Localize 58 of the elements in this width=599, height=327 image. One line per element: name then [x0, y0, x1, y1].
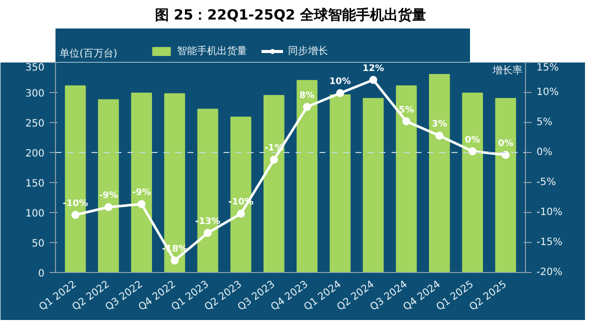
point — [71, 210, 80, 219]
bar — [164, 93, 186, 272]
bar — [264, 95, 284, 272]
point — [468, 147, 477, 156]
bar — [495, 98, 516, 272]
point — [270, 156, 278, 164]
data-label: 3% — [432, 120, 448, 130]
bar — [296, 80, 318, 272]
point — [369, 76, 378, 84]
bar — [131, 92, 152, 272]
y-tick-label: 150 — [25, 178, 45, 190]
bar — [429, 74, 450, 272]
bar — [330, 94, 351, 272]
point — [204, 228, 212, 237]
y-tick-label: 50 — [32, 238, 45, 250]
bar — [396, 85, 417, 272]
y-tick-label: 100 — [25, 208, 45, 220]
y-axis-title: 单位(百万台) — [60, 48, 118, 60]
point — [138, 200, 146, 208]
data-label: -9% — [132, 188, 152, 198]
y2-tick-label: -10% — [536, 207, 562, 218]
data-label: 10% — [329, 77, 351, 88]
y2-tick-label: 0% — [536, 147, 552, 158]
y2-tick-label: 15% — [536, 62, 559, 74]
point — [402, 117, 410, 126]
y-tick-label: 250 — [25, 118, 45, 130]
legend-label: 同步增长 — [288, 44, 328, 58]
y-tick-label: 300 — [25, 88, 45, 100]
bar — [462, 92, 483, 272]
data-label: 0% — [498, 138, 514, 149]
data-label: 12% — [362, 64, 384, 74]
y2-tick-label: -15% — [536, 237, 562, 248]
y2-tick-label: 10% — [536, 87, 559, 98]
legend-label: 智能手机出货量 — [177, 44, 247, 58]
point — [502, 150, 510, 159]
data-label: 5% — [398, 105, 414, 116]
y-tick-label: 0 — [38, 268, 45, 280]
y2-tick-label: -5% — [536, 177, 556, 188]
y-tick-label: 200 — [25, 148, 45, 160]
y2-tick-label: -20% — [536, 267, 562, 278]
point — [303, 102, 312, 111]
bar — [98, 99, 119, 272]
bar — [230, 116, 252, 272]
point — [236, 210, 245, 218]
bar — [197, 108, 218, 272]
chart-title: 图 25：22Q1-25Q2 全球智能手机出货量 — [154, 6, 426, 24]
data-label: -9% — [98, 191, 118, 202]
point — [170, 256, 179, 264]
y2-tick-label: 5% — [536, 117, 552, 128]
bar — [362, 98, 384, 272]
point — [104, 203, 112, 212]
data-label: 8% — [299, 90, 315, 101]
bar — [64, 85, 86, 272]
point — [336, 89, 344, 98]
y-tick-label: 350 — [25, 62, 45, 74]
data-label: 0% — [464, 135, 480, 146]
y2-axis-title: 增长率 — [492, 64, 522, 76]
point — [435, 132, 444, 140]
